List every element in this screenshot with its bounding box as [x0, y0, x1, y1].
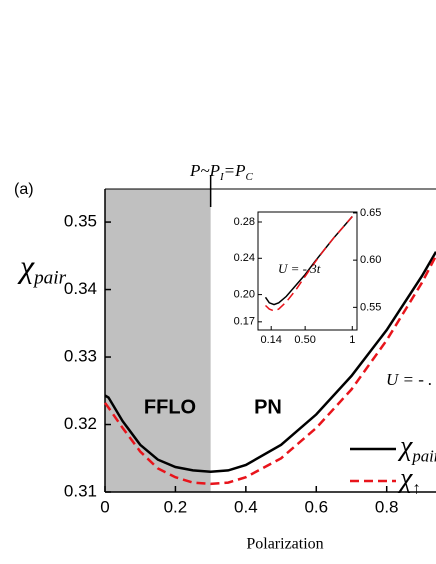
x-tick-label: 0.8 [375, 497, 399, 516]
inset-x-tick-label: 0.14 [260, 334, 281, 346]
y-tick-label: 0.32 [64, 414, 97, 433]
inset-y2-tick-label: 0.55 [360, 301, 381, 313]
region-label: FFLO [144, 396, 196, 418]
inset-y-tick-label: 0.17 [234, 316, 255, 328]
legend-label-symbol: χ [397, 431, 413, 462]
data-line [103, 255, 436, 486]
inset-x-tick-label: 0.50 [294, 334, 315, 346]
x-tick-label: 0.2 [164, 497, 188, 516]
y-axis-label-symbol: χ [17, 248, 35, 284]
y-tick-label: 0.34 [64, 279, 97, 298]
legend-label-sub: pair [411, 446, 436, 465]
phase-label-part: P~P [189, 161, 220, 180]
inset-x-tick-label: 1 [349, 334, 355, 346]
y-tick-label: 0.33 [64, 347, 97, 366]
legend-label: χ↑ [397, 463, 421, 497]
annotation: U = - . [386, 370, 432, 389]
y-axis-label: χpair [17, 248, 67, 289]
y-tick-label: 0.35 [64, 212, 97, 231]
inset-y-tick-label: 0.24 [234, 252, 255, 264]
x-tick-label: 0.6 [304, 497, 328, 516]
data-line [264, 216, 353, 312]
x-tick-label: 0.4 [234, 497, 258, 516]
x-tick-label: 0 [100, 497, 109, 516]
phase-label: P~PI=PC [189, 161, 254, 183]
data-line [104, 251, 436, 474]
phase-label-part: C [246, 171, 254, 183]
inset: 0.14 0.50 1 0.17 0.20 0.24 0.28 0.55 0.60 0.65 U =… [234, 207, 382, 346]
shaded-region [105, 189, 211, 492]
inset-y-tick-label: 0.20 [234, 289, 255, 301]
panel-label: (a) [14, 181, 34, 198]
legend-label-symbol: χ [397, 463, 413, 494]
inset-y-tick-label: 0.28 [234, 216, 255, 228]
inset-y2-tick-label: 0.65 [360, 207, 381, 219]
inset-y2-tick-label: 0.60 [360, 254, 381, 266]
legend-label-sub: ↑ [412, 478, 420, 497]
legend-label: χpair [397, 431, 436, 465]
phase-label-part: I [219, 171, 225, 183]
phase-label-part: =P [224, 161, 246, 180]
region-label: PN [254, 396, 282, 418]
x-axis-label: Polarization [246, 536, 323, 553]
y-tick-label: 0.31 [64, 481, 97, 500]
data-line [264, 216, 353, 306]
inset-annotation: U = - 3t [278, 261, 321, 276]
y-axis-label-sub: pair [32, 268, 67, 289]
